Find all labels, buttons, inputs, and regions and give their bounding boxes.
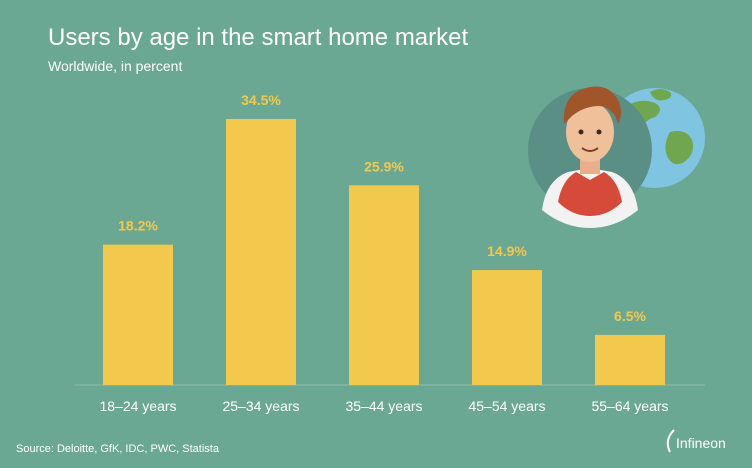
user-globe-illustration <box>528 86 705 228</box>
value-label-4: 6.5% <box>614 308 646 324</box>
bar-2 <box>349 185 419 385</box>
source-note: Source: Deloitte, GfK, IDC, PWC, Statist… <box>16 443 219 455</box>
value-label-1: 34.5% <box>241 92 281 108</box>
chart-subtitle: Worldwide, in percent <box>48 58 183 74</box>
svg-text:Infineon: Infineon <box>676 435 726 451</box>
category-label-4: 55–64 years <box>591 398 668 414</box>
category-label-1: 25–34 years <box>222 398 299 414</box>
value-label-3: 14.9% <box>487 243 527 259</box>
value-label-2: 25.9% <box>364 158 404 174</box>
bar-4 <box>595 334 665 385</box>
infineon-logo: Infineon <box>666 429 726 453</box>
bar-1 <box>226 119 296 385</box>
bar-3 <box>472 270 542 385</box>
category-label-3: 45–54 years <box>468 398 545 414</box>
value-label-0: 18.2% <box>118 218 158 234</box>
category-label-0: 18–24 years <box>99 398 176 414</box>
bar-0 <box>103 244 173 385</box>
chart-title: Users by age in the smart home market <box>48 24 469 51</box>
category-label-2: 35–44 years <box>345 398 422 414</box>
